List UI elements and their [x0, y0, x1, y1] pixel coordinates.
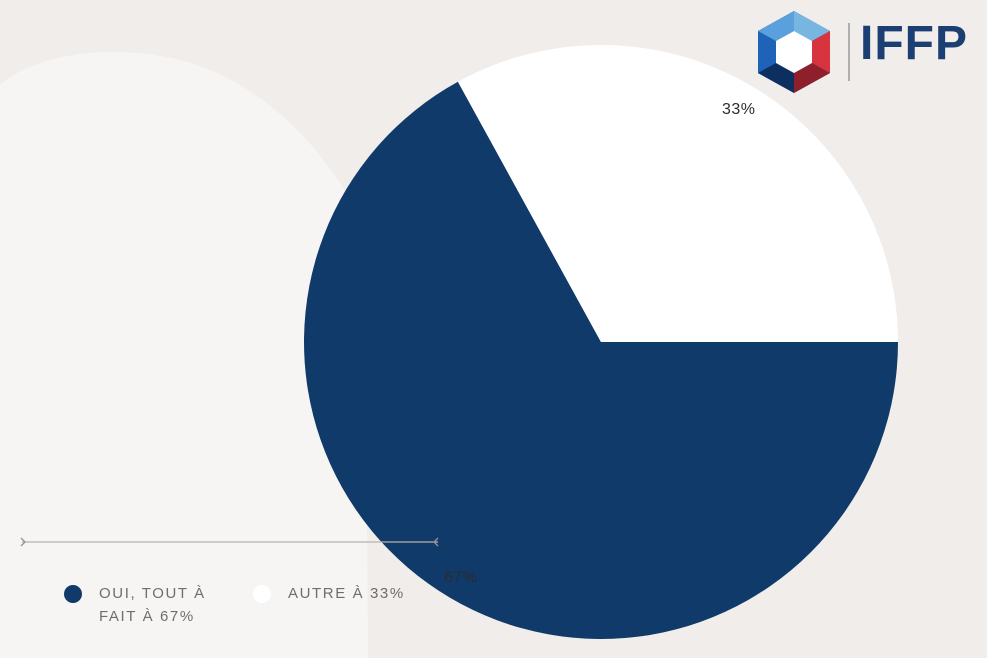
logo-text: IFFP [860, 17, 968, 70]
pie-slice-yes [303, 81, 898, 639]
legend-label-other: AUTRE À 33% [288, 585, 405, 602]
legend-item-other: AUTRE À 33% [253, 582, 405, 605]
slider-track[interactable] [18, 534, 443, 550]
chevron-right-icon [20, 537, 26, 547]
pie-slice-other [457, 45, 898, 342]
legend-label-yes: OUI, TOUT À FAIT À 67% [99, 585, 206, 625]
chevron-left-icon [433, 537, 439, 547]
legend-item-yes: OUI, TOUT À FAIT À 67% [64, 582, 219, 628]
data-label-other: 33% [722, 101, 756, 118]
legend-swatch-other [253, 585, 271, 603]
iffp-logo [758, 11, 850, 93]
hexagon-logo-icon [758, 11, 830, 93]
data-label-yes: 67% [444, 569, 478, 586]
legend-swatch-yes [64, 585, 82, 603]
